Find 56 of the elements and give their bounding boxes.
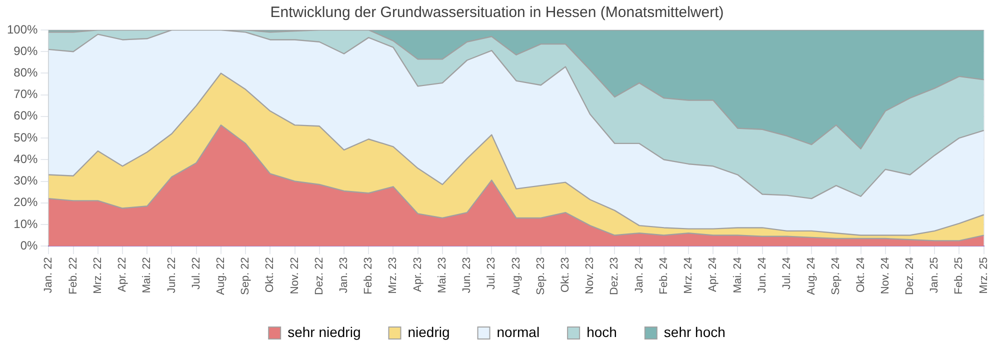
x-tick-label: Aug. 24: [806, 257, 818, 295]
x-tick-label: Jan. 24: [633, 257, 646, 294]
y-tick-label: 70%: [14, 87, 38, 102]
chart-title: Entwicklung der Grundwassersituation in Hessen (Monatsmittelwert): [270, 4, 724, 22]
legend-label: sehr niedrig: [288, 324, 361, 340]
x-tick-label: Feb. 23: [362, 257, 375, 294]
y-tick-label: 100%: [6, 22, 38, 36]
x-tick-label: Jun. 22: [166, 257, 178, 294]
y-tick-label: 80%: [14, 66, 38, 80]
y-tick-label: 20%: [14, 195, 38, 210]
x-tick-label: Nov. 24: [879, 257, 892, 294]
y-tick-label: 0%: [20, 238, 38, 252]
x-tick-label: Dez. 23: [608, 257, 621, 295]
x-tick-label: Jan. 23: [338, 257, 350, 294]
x-tick-label: Apr. 22: [116, 257, 129, 292]
x-tick-label: Feb. 22: [67, 257, 80, 294]
x-tick-label: Mai. 24: [732, 257, 744, 294]
y-tick-label: 50%: [14, 130, 38, 144]
y-tick-label: 10%: [14, 216, 38, 231]
x-tick-label: Sep. 24: [830, 257, 842, 295]
x-tick-label: Mai. 23: [436, 257, 448, 294]
x-tick-label: Jul. 22: [190, 257, 202, 290]
x-tick-label: Jan. 25: [928, 257, 941, 294]
x-tick-label: Sep. 22: [240, 257, 252, 295]
x-tick-label: Mai. 22: [141, 257, 154, 294]
x-tick-label: Nov. 23: [584, 257, 596, 294]
x-tick-label: Dez. 24: [904, 257, 916, 295]
x-tick-label: Apr. 23: [412, 257, 424, 292]
x-tick-label: Aug. 23: [510, 257, 522, 295]
x-tick-label: Jun. 23: [461, 257, 474, 294]
x-tick-label: Feb. 24: [658, 257, 670, 294]
y-tick-label: 40%: [14, 152, 38, 166]
x-tick-label: Sep. 23: [534, 257, 547, 295]
x-tick-label: Nov. 22: [288, 257, 301, 294]
legend-label: sehr hoch: [664, 324, 726, 340]
x-tick-label: Jul. 24: [780, 257, 793, 290]
x-tick-label: Mrz. 25: [978, 257, 990, 294]
x-tick-label: Dez. 22: [313, 257, 326, 295]
x-tick-label: Apr. 24: [707, 257, 720, 292]
x-tick-label: Okt. 23: [559, 257, 572, 293]
y-tick-label: 30%: [14, 174, 38, 188]
x-tick-label: Okt. 22: [264, 257, 276, 293]
x-tick-label: Jan. 22: [42, 257, 55, 294]
legend-label: niedrig: [408, 324, 450, 340]
x-tick-label: Aug. 22: [214, 257, 227, 295]
x-tick-label: Feb. 25: [953, 257, 966, 294]
x-tick-label: Okt. 24: [854, 257, 867, 293]
legend-label: hoch: [586, 324, 617, 340]
x-tick-label: Jun. 24: [756, 257, 768, 294]
x-tick-label: Mrz. 24: [682, 257, 695, 294]
y-tick-label: 90%: [14, 44, 38, 58]
legend-label: normal: [496, 324, 540, 340]
x-tick-label: Mrz. 23: [387, 257, 400, 294]
x-tick-label: Jul. 23: [486, 257, 498, 290]
x-tick-label: Mrz. 22: [92, 257, 104, 294]
y-tick-label: 60%: [14, 108, 38, 123]
